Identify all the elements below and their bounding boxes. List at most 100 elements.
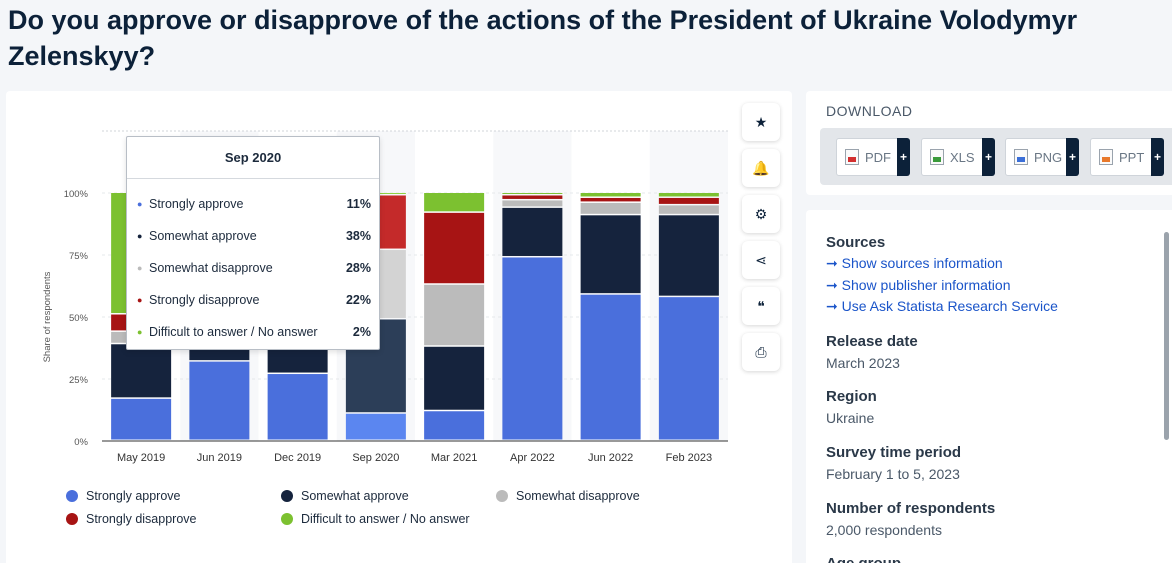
x-tick-label: Dec 2019 — [274, 452, 321, 464]
sources-section: Sources ➞ Show sources information ➞ Sho… — [826, 234, 1058, 318]
chart-card: 0% 25% 50% 75% 100% Share of respondents May 2… — [6, 91, 792, 563]
tooltip-dot: ● — [137, 199, 143, 209]
tooltip-label: Somewhat approve — [149, 229, 257, 243]
tooltip-row: ● Difficult to answer / No answer 2% — [137, 323, 371, 341]
bar-segment — [580, 294, 641, 440]
settings-button[interactable]: ⚙ — [742, 195, 780, 233]
sources-heading: Sources — [826, 234, 886, 251]
download-ppt-button[interactable]: PPT + — [1090, 138, 1164, 176]
legend-label: Somewhat approve — [301, 489, 409, 503]
bar-segment — [424, 212, 485, 284]
download-png-button[interactable]: PNG + — [1005, 138, 1079, 176]
info-panel: Sources ➞ Show sources information ➞ Sho… — [806, 210, 1172, 563]
region-section: Region Ukraine — [826, 388, 877, 426]
bar-segment — [502, 193, 563, 194]
show-sources-link[interactable]: ➞ Show sources information — [826, 253, 1058, 275]
tooltip-label: Strongly disapprove — [149, 293, 260, 307]
page-title: Do you approve or disapprove of the acti… — [8, 5, 1078, 71]
x-tick-label: Jun 2022 — [588, 452, 633, 464]
download-title: DOWNLOAD — [826, 103, 913, 119]
bar-segment — [424, 284, 485, 346]
star-icon: ★ — [754, 113, 768, 130]
x-tick-label: Mar 2021 — [431, 452, 477, 464]
bar-segment — [502, 200, 563, 207]
tooltip-row: ● Somewhat disapprove 28% — [137, 259, 371, 277]
scrollbar[interactable] — [1164, 232, 1169, 440]
side-toolbar: ★ 🔔 ⚙ ⋖ ❝ ⎙ — [742, 103, 782, 379]
respondents-section: Number of respondents 2,000 respondents — [826, 500, 995, 538]
bar-segment — [267, 374, 328, 440]
bar-segment — [111, 398, 172, 440]
legend-swatch — [496, 490, 508, 502]
survey-heading: Survey time period — [826, 444, 962, 461]
legend-item-somewhat-disapprove[interactable]: Somewhat disapprove — [496, 489, 640, 503]
xls-file-icon — [930, 149, 944, 165]
png-file-icon — [1014, 149, 1028, 165]
legend-label: Difficult to answer / No answer — [301, 512, 470, 526]
plus-icon[interactable]: + — [1066, 138, 1079, 176]
download-label: XLS — [950, 149, 975, 165]
share-icon: ⋖ — [755, 251, 767, 268]
x-tick-label: Feb 2023 — [666, 452, 712, 464]
tooltip-value: 22% — [345, 293, 371, 307]
tooltip-label: Somewhat disapprove — [149, 261, 273, 275]
tooltip-dot: ● — [137, 263, 143, 273]
tooltip-title: Sep 2020 — [127, 137, 379, 179]
bar-segment — [424, 346, 485, 410]
respondents-value: 2,000 respondents — [826, 522, 942, 538]
favorite-button[interactable]: ★ — [742, 103, 780, 141]
bar-segment — [189, 361, 250, 440]
tooltip-dot: ● — [137, 327, 143, 337]
download-label: PPT — [1119, 149, 1145, 165]
tooltip-label: Difficult to answer / No answer — [149, 325, 318, 339]
release-value: March 2023 — [826, 355, 900, 371]
y-tick-label: 50% — [69, 313, 89, 324]
bar-segment — [502, 195, 563, 199]
gear-icon: ⚙ — [754, 205, 768, 222]
chart-tooltip: Sep 2020 ● Strongly approve 11% ● Somewh… — [126, 136, 380, 350]
tooltip-value: 2% — [352, 325, 371, 339]
y-tick-label: 25% — [69, 375, 89, 386]
legend-swatch — [66, 513, 78, 525]
bar-segment — [111, 344, 172, 398]
tooltip-value: 28% — [345, 261, 371, 275]
arrow-right-icon: ➞ — [826, 276, 838, 293]
cite-button[interactable]: ❝ — [742, 287, 780, 325]
age-heading: Age group — [826, 555, 901, 563]
legend-swatch — [281, 513, 293, 525]
download-pdf-button[interactable]: PDF + — [836, 138, 910, 176]
legend-item-no-answer[interactable]: Difficult to answer / No answer — [281, 512, 470, 526]
legend-item-strongly-disapprove[interactable]: Strongly disapprove — [66, 512, 196, 526]
bell-icon: 🔔 — [752, 159, 770, 176]
bar-segment — [424, 411, 485, 440]
region-value: Ukraine — [826, 410, 875, 426]
bar-segment — [502, 207, 563, 256]
x-tick-label: Apr 2022 — [510, 452, 555, 464]
legend-item-strongly-approve[interactable]: Strongly approve — [66, 489, 181, 503]
tooltip-row: ● Strongly disapprove 22% — [137, 291, 371, 309]
x-tick-label: Jun 2019 — [197, 452, 242, 464]
bar-segment — [345, 413, 406, 440]
bar-segment — [658, 297, 719, 440]
bar-segment — [502, 257, 563, 440]
pdf-file-icon — [845, 149, 859, 165]
plus-icon[interactable]: + — [982, 138, 995, 176]
plus-icon[interactable]: + — [1151, 138, 1164, 176]
link-label: Show publisher information — [841, 276, 1011, 293]
plus-icon[interactable]: + — [897, 138, 910, 176]
release-heading: Release date — [826, 333, 918, 350]
notification-button[interactable]: 🔔 — [742, 149, 780, 187]
bar-segment — [658, 205, 719, 214]
ask-statista-link[interactable]: ➞ Use Ask Statista Research Service — [826, 296, 1058, 318]
share-button[interactable]: ⋖ — [742, 241, 780, 279]
quote-icon: ❝ — [757, 297, 765, 314]
legend-swatch — [66, 490, 78, 502]
show-publisher-link[interactable]: ➞ Show publisher information — [826, 275, 1058, 297]
legend-item-somewhat-approve[interactable]: Somewhat approve — [281, 489, 409, 503]
bar-segment — [580, 197, 641, 202]
bar-chart: 0% 25% 50% 75% 100% Share of respondents May 2… — [42, 130, 728, 464]
print-button[interactable]: ⎙ — [742, 333, 780, 371]
bar-segment — [424, 193, 485, 212]
download-xls-button[interactable]: XLS + — [921, 138, 995, 176]
bar-segment — [580, 202, 641, 214]
